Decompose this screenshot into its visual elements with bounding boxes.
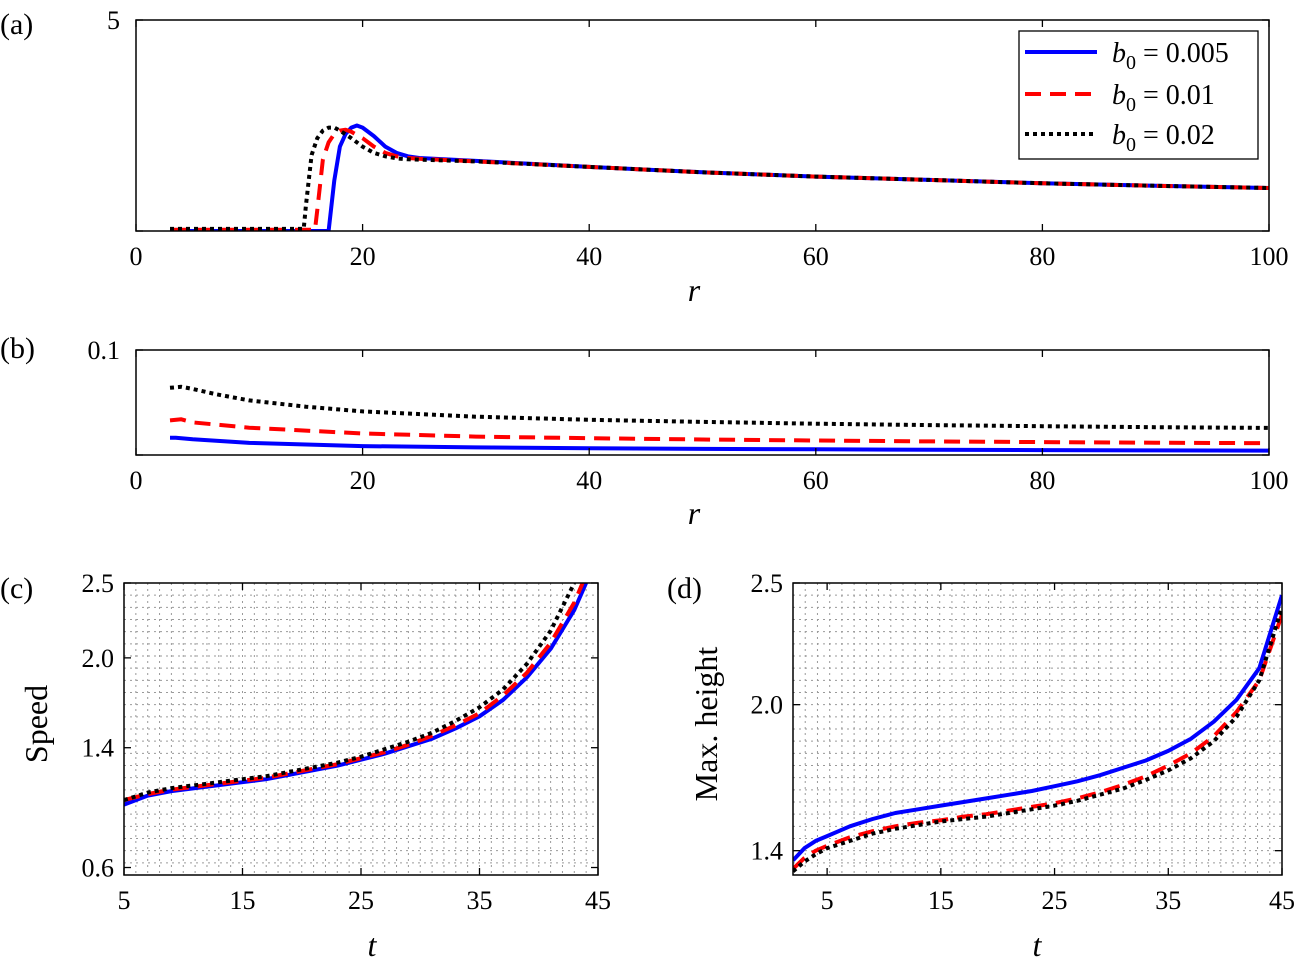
- ticks-d: 5 15 25 35 45 1.4 2.0 2.5: [751, 569, 1296, 915]
- plot-frame-b: [135, 349, 1270, 456]
- series-group-d: [793, 594, 1282, 873]
- y-tick-label: 5: [107, 6, 120, 35]
- y-axis-label-d: Max. height: [688, 647, 724, 802]
- ticks-c: 5 15 25 35 45 0.6 1.4 2.0 2.5: [82, 569, 612, 915]
- x-tick-label: 20: [350, 242, 376, 271]
- legend: b0 = 0.005 b0 = 0.01 b0 = 0.02: [1018, 30, 1259, 160]
- panel-label-c: (c): [0, 572, 33, 605]
- x-tick-label: 0: [130, 466, 143, 495]
- x-axis-label-b: r: [688, 495, 701, 531]
- x-tick-label: 45: [585, 886, 611, 915]
- x-tick-label: 25: [348, 886, 374, 915]
- y-tick-label: 1.4: [751, 837, 784, 866]
- plot-frame-a: [135, 19, 1270, 232]
- y-tick-label: 2.0: [751, 691, 784, 720]
- x-tick-label: 45: [1269, 886, 1295, 915]
- ticks-a: 0 20 40 60 80 100 5: [107, 6, 1289, 271]
- plot-frame-d: [792, 582, 1283, 876]
- series-line-c-1: [124, 583, 588, 807]
- y-tick-label: 2.5: [751, 569, 784, 598]
- x-tick-label: 35: [467, 886, 493, 915]
- y-tick-label: 1.4: [82, 734, 115, 763]
- y-axis-label-c: Speed: [18, 685, 54, 763]
- x-tick-label: 40: [576, 466, 602, 495]
- x-tick-label: 0: [130, 242, 143, 271]
- y-tick-label: 0.6: [82, 854, 115, 883]
- series-line-d-2: [793, 613, 1282, 871]
- panel-label-b: (b): [0, 332, 35, 365]
- series-group-b: [169, 384, 1269, 453]
- x-tick-label: 40: [576, 242, 602, 271]
- x-tick-label: 25: [1042, 886, 1068, 915]
- series-line-d-1: [793, 594, 1282, 862]
- series-group-c: [124, 583, 588, 807]
- x-tick-label: 80: [1029, 242, 1055, 271]
- x-tick-label: 80: [1029, 466, 1055, 495]
- ticks-b: 0 20 40 60 80 100 0.1: [88, 336, 1289, 495]
- x-tick-label: 15: [928, 886, 954, 915]
- x-tick-label: 5: [118, 886, 131, 915]
- panel-c: (c) 5 15 25 35 45 0.6 1.4 2.0 2.5 t Speed: [0, 569, 611, 963]
- series-line-c-3: [124, 583, 577, 803]
- grid-c: [124, 583, 598, 875]
- legend-label-1: b0 = 0.005: [1112, 38, 1229, 74]
- x-axis-label-c: t: [368, 927, 378, 963]
- x-axis-label-a: r: [688, 272, 701, 308]
- series-line-b-2: [169, 417, 1269, 446]
- series-group-a: [170, 123, 1269, 231]
- x-tick-label: 5: [821, 886, 834, 915]
- x-tick-label: 60: [803, 466, 829, 495]
- panel-label-a: (a): [0, 8, 33, 41]
- y-tick-label: 0.1: [88, 336, 121, 365]
- series-line-a-2: [170, 127, 1269, 231]
- x-tick-label: 15: [230, 886, 256, 915]
- x-tick-label: 20: [350, 466, 376, 495]
- y-tick-label: 2.0: [82, 644, 115, 673]
- x-tick-label: 100: [1250, 242, 1289, 271]
- panel-d: (d) 5 15 25 35 45 1.4 2.0 2.5 t Max. height: [667, 569, 1295, 963]
- x-tick-label: 60: [803, 242, 829, 271]
- series-line-b-3: [169, 384, 1269, 430]
- x-axis-label-d: t: [1033, 927, 1043, 963]
- panel-b: (b) 0 20 40 60 80 100 0.1 r: [0, 332, 1289, 531]
- x-tick-label: 35: [1155, 886, 1181, 915]
- legend-label-2: b0 = 0.01: [1112, 80, 1215, 116]
- panel-a: (a) 0 20 40 60 80 100 5 r b0 = 0.005 b0 = 0.01…: [0, 6, 1289, 308]
- y-tick-label: 2.5: [82, 569, 115, 598]
- x-tick-label: 100: [1250, 466, 1289, 495]
- panel-label-d: (d): [667, 572, 702, 605]
- grid-d: [793, 583, 1282, 875]
- legend-label-3: b0 = 0.02: [1112, 120, 1215, 156]
